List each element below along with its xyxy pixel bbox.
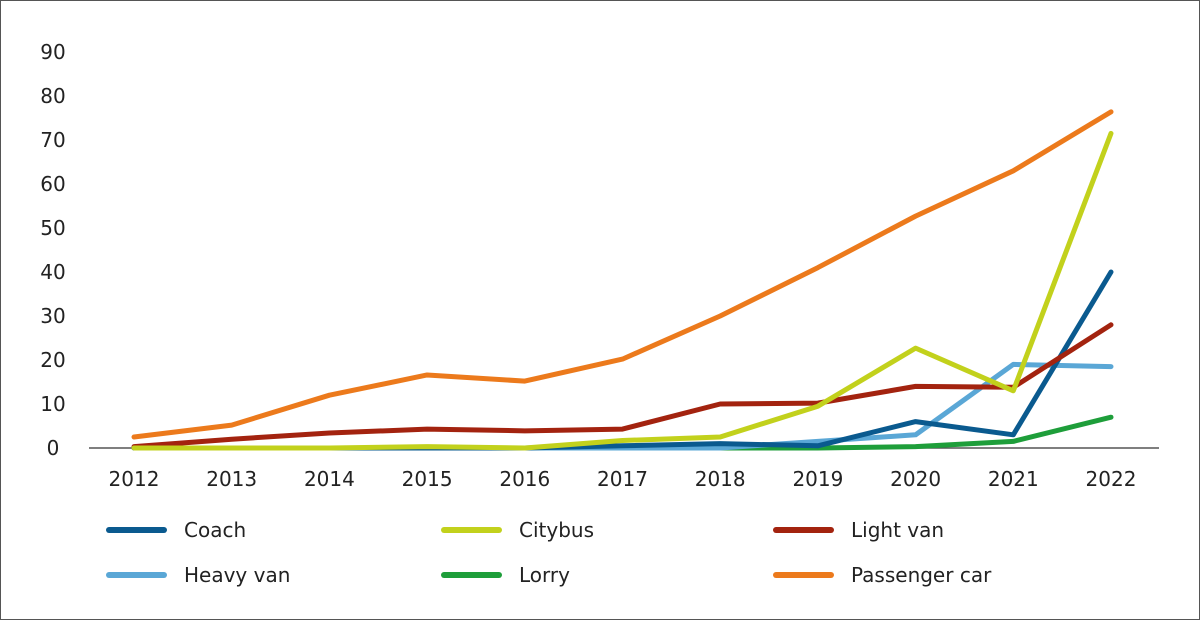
x-tick-label: 2022 — [1086, 467, 1137, 491]
legend-item: Lorry — [444, 563, 570, 587]
x-tick-label: 2016 — [499, 467, 550, 491]
y-tick-label: 0 — [47, 436, 60, 460]
legend-item: Heavy van — [109, 563, 290, 587]
x-tick-label: 2015 — [402, 467, 453, 491]
x-tick-label: 2017 — [597, 467, 648, 491]
y-tick-label: 40 — [40, 260, 65, 284]
y-tick-label: 80 — [40, 84, 65, 108]
y-tick-label: 90 — [40, 40, 65, 64]
y-tick-label: 50 — [40, 216, 65, 240]
y-tick-label: 10 — [40, 392, 65, 416]
x-tick-label: 2021 — [988, 467, 1039, 491]
legend-item: Citybus — [444, 518, 594, 542]
x-tick-label: 2019 — [792, 467, 843, 491]
x-tick-label: 2018 — [695, 467, 746, 491]
legend-item: Passenger car — [776, 563, 992, 587]
legend-label: Lorry — [519, 563, 570, 587]
legend-item: Light van — [776, 518, 944, 542]
y-tick-label: 20 — [40, 348, 65, 372]
y-tick-label: 60 — [40, 172, 65, 196]
x-tick-label: 2020 — [890, 467, 941, 491]
y-tick-label: 70 — [40, 128, 65, 152]
legend-label: Coach — [184, 518, 246, 542]
x-tick-label: 2012 — [109, 467, 160, 491]
legend-item: Coach — [109, 518, 246, 542]
y-tick-label: 30 — [40, 304, 65, 328]
legend-label: Passenger car — [851, 563, 992, 587]
legend-label: Heavy van — [184, 563, 290, 587]
legend-label: Light van — [851, 518, 944, 542]
x-tick-label: 2014 — [304, 467, 355, 491]
x-tick-label: 2013 — [206, 467, 257, 491]
legend-label: Citybus — [519, 518, 594, 542]
